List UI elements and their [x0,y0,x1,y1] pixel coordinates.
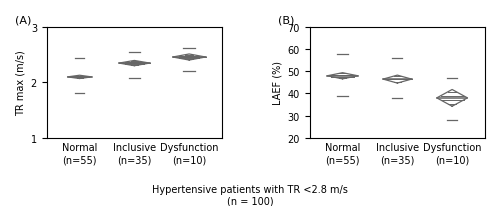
Text: (A): (A) [15,16,32,26]
Y-axis label: TR max (m/s): TR max (m/s) [15,50,25,116]
Text: Hypertensive patients with TR <2.8 m/s
(n = 100): Hypertensive patients with TR <2.8 m/s (… [152,185,348,206]
Y-axis label: LAEF (%): LAEF (%) [272,61,282,105]
Text: (B): (B) [278,16,294,26]
